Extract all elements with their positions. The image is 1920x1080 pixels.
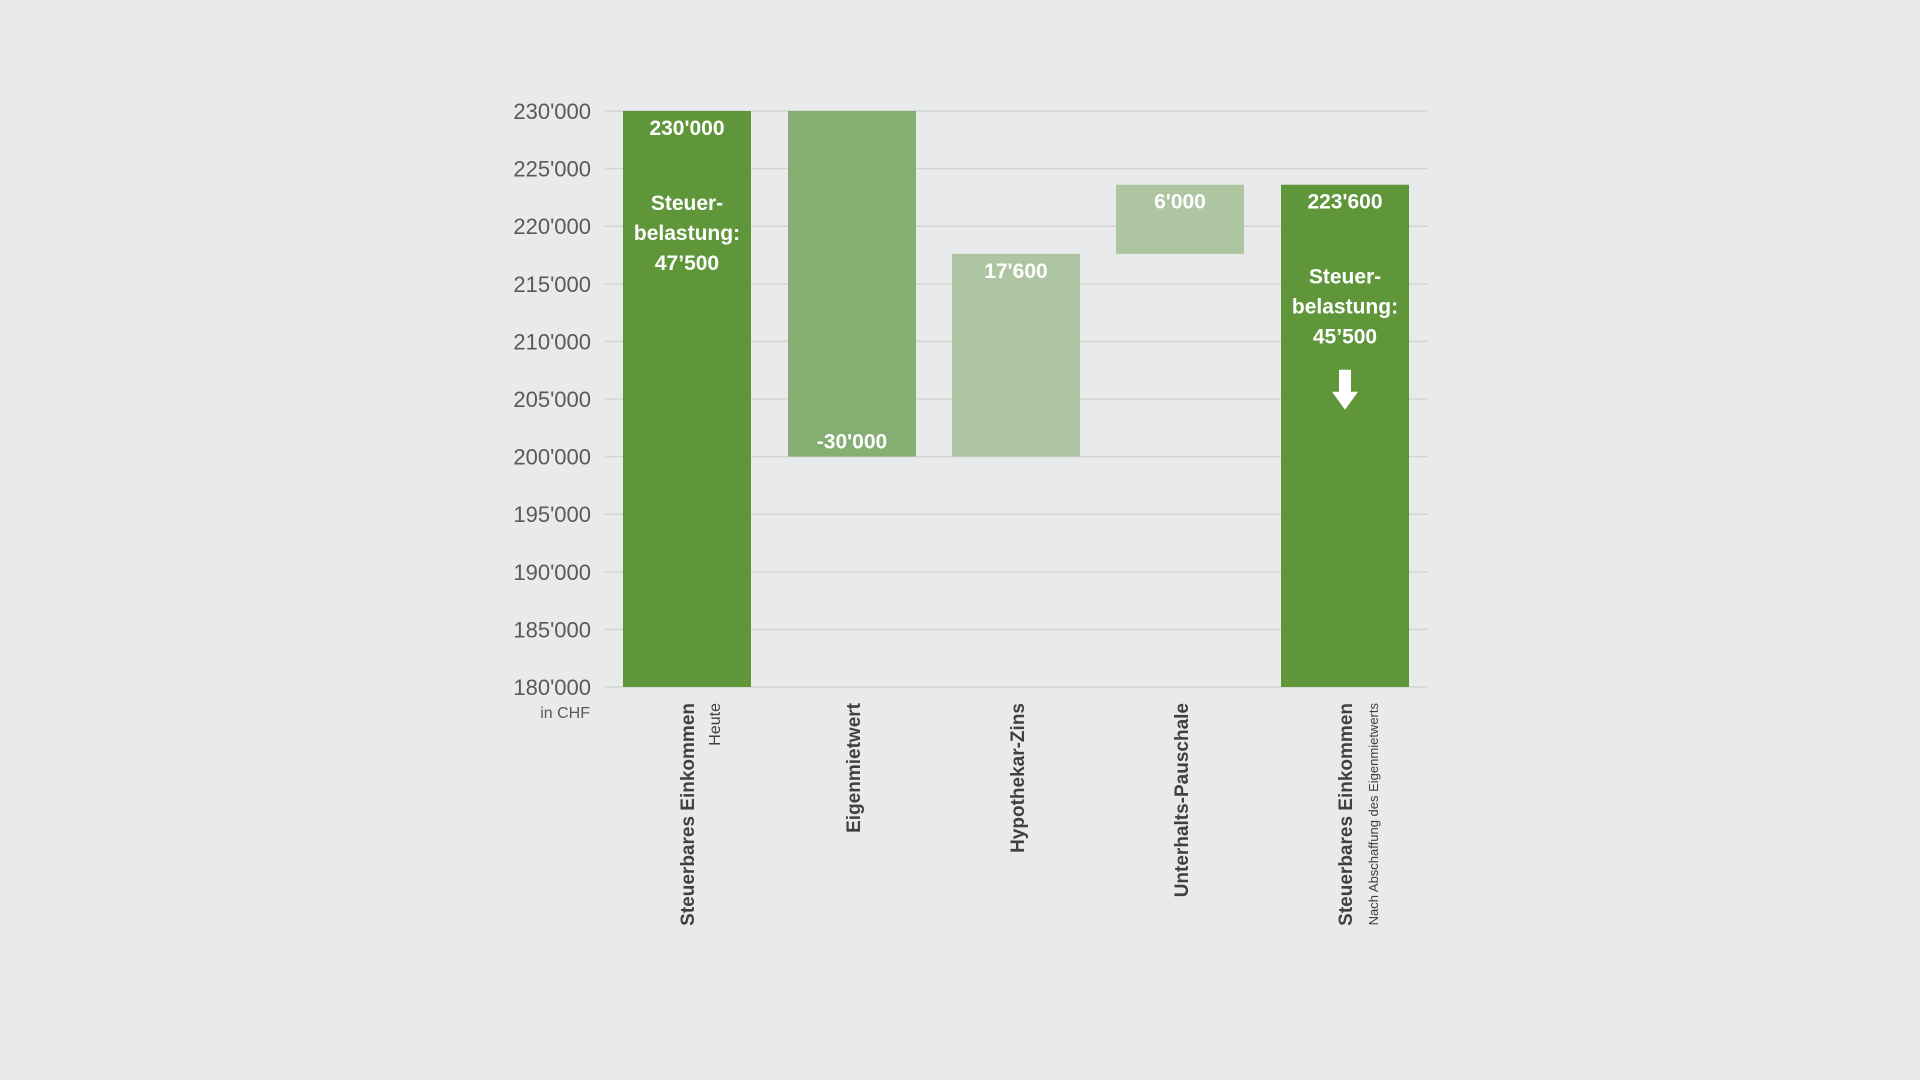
tax-burden-note: belastung: [634,222,740,245]
tax-burden-note: 47’500 [655,252,719,275]
y-tick-label: 185'000 [513,617,591,642]
category-label: Eigenmietwert [844,702,865,833]
bar-value-label: -30'000 [817,431,887,454]
bar [788,111,916,457]
bar-value-label: 223'600 [1307,191,1382,214]
y-tick-label: 220'000 [513,214,591,239]
tax-burden-note: 45’500 [1313,326,1377,349]
tax-burden-note: Steuer- [1309,266,1381,289]
y-tick-label: 195'000 [513,502,591,527]
y-tick-label: 180'000 [513,675,591,700]
y-tick-label: 210'000 [513,329,591,354]
category-sublabel: Nach Abschaffung des Eigenmietwerts [1366,703,1381,926]
bars [623,111,1409,687]
y-tick-label: 215'000 [513,272,591,297]
bar-value-label: 6'000 [1154,191,1206,214]
bar-labels: 230'000 Steuer-belastung: 47’500 -30'000 17'… [634,117,1398,454]
y-tick-label: 225'000 [513,157,591,182]
x-axis-categories: Steuerbares Einkommen Heute Eigenmietwert H… [678,702,1381,925]
category-label: Steuerbares Einkommen [1336,703,1357,926]
y-tick-label: 205'000 [513,387,591,412]
category-sublabel: Heute [707,703,724,746]
bar-value-label: 230'000 [649,117,724,140]
unit-label: in CHF [540,705,590,722]
tax-burden-note: belastung: [1292,296,1398,319]
y-axis: 230'000 225'000 220'000 215'000 210'000 205'0… [513,99,591,700]
y-tick-label: 200'000 [513,445,591,470]
y-tick-label: 230'000 [513,99,591,124]
bar [1116,184,1244,254]
category-label: Unterhalts-Pauschale [1172,703,1193,897]
bar [1281,184,1409,687]
bar [952,253,1080,457]
y-tick-label: 190'000 [513,560,591,585]
bar-value-label: 17'600 [984,260,1047,283]
bar [623,111,751,687]
category-label: Steuerbares Einkommen [678,703,699,926]
category-label: Hypothekar-Zins [1008,703,1029,853]
tax-burden-note: Steuer- [651,192,723,215]
down-arrow-icon [1332,369,1358,410]
